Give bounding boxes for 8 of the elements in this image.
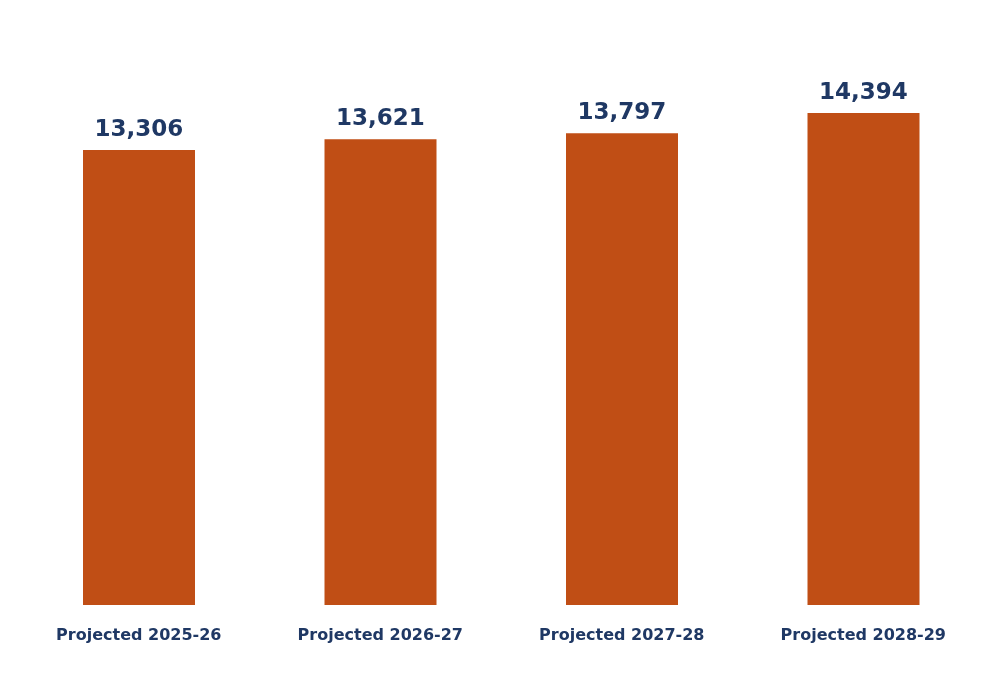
data-label: 13,797: [577, 98, 667, 125]
x-tick-label: Projected 2028-29: [780, 625, 946, 645]
data-label: 13,306: [94, 115, 184, 142]
x-tick-label: Projected 2025-26: [56, 625, 222, 645]
x-tick-label: Projected 2026-27: [297, 625, 463, 645]
data-label: 14,394: [819, 77, 908, 104]
data-label: 13,621: [336, 104, 425, 131]
x-tick-label: Projected 2027-28: [539, 625, 705, 645]
